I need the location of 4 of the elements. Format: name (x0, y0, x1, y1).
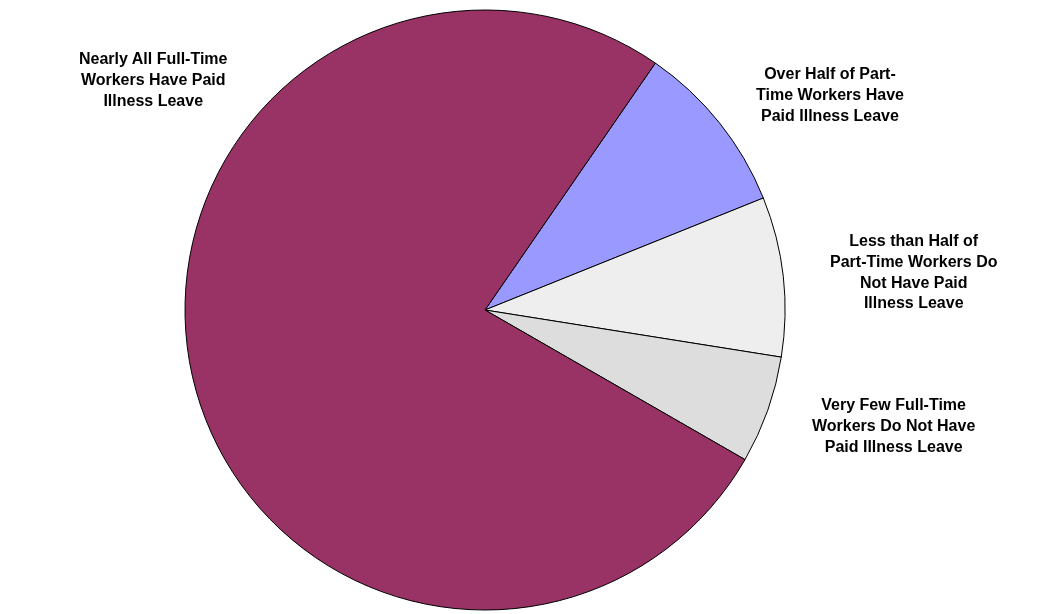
slice-label: Nearly All Full-Time Workers Have Paid Illness Leave (79, 50, 228, 109)
slice-label: Very Few Full-Time Workers Do Not Have Paid Illness Leave (812, 396, 976, 455)
slice-label: Over Half of Part-Time Workers Have Paid Illness Leave (756, 65, 905, 124)
slice-label: Less than Half of Part-Time Workers Do Not Have Paid Illness Leave (830, 232, 998, 312)
